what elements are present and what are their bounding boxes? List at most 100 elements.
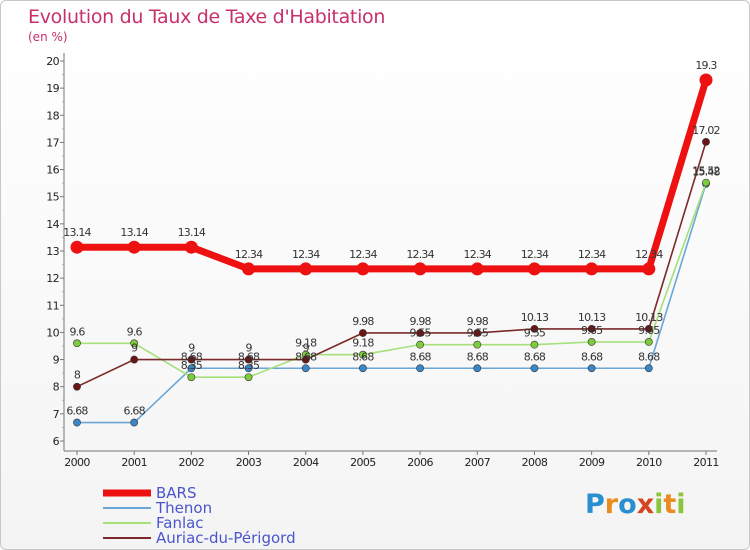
data-point [73,418,81,427]
y-tick-label: 20 [46,55,59,68]
data-label: 9.6 [127,325,143,338]
data-label: 8 [74,369,81,382]
data-label: 9.18 [295,337,317,350]
y-tick-label: 15 [46,191,59,204]
data-label: 9.65 [638,324,660,337]
data-label: 10.13 [635,311,663,324]
data-point [299,262,313,276]
logo-letter: P [585,489,605,520]
data-point [244,355,253,364]
y-tick-label: 9 [53,354,60,367]
data-label: 9.98 [352,315,374,328]
data-point [184,240,198,254]
data-point [470,262,484,276]
data-point [587,338,596,346]
logo-letter: i [654,489,664,520]
data-point [187,355,196,364]
logo-letter: r [604,489,619,520]
data-label: 9.6 [69,325,85,338]
y-tick-label: 7 [53,408,60,421]
data-point [187,364,196,373]
data-label: 15.48 [692,166,720,179]
data-label: 8.68 [352,350,374,363]
data-label: 8.68 [638,350,660,363]
data-label: 12.34 [521,248,549,261]
y-tick-label: 11 [46,299,59,312]
data-label: 9.55 [467,327,489,340]
x-tick-label: 2007 [464,456,490,469]
data-label: 9 [303,342,310,355]
data-label: 9.18 [352,337,374,350]
data-label: 9 [188,342,195,355]
data-point [244,364,253,373]
data-label: 8.35 [238,359,260,372]
data-label: 13.14 [120,226,148,239]
legend-item: Fanlac [103,514,204,532]
data-label: 12.34 [235,248,263,261]
legend-item: BARS [103,484,197,502]
data-label: 17.02 [692,124,720,137]
logo-letter: o [618,489,637,520]
data-point [702,137,710,146]
data-point [127,240,141,254]
data-point [644,364,653,373]
y-tick-label: 18 [46,109,59,122]
data-point [473,340,482,349]
data-label: 9.55 [524,327,546,340]
data-label: 13.14 [63,226,91,239]
x-tick-label: 2010 [636,456,662,469]
data-label: 12.34 [349,248,377,261]
data-label: 12.34 [578,248,606,261]
data-label: 12.34 [406,248,434,261]
data-point [244,373,253,382]
y-tick-label: 8 [53,381,60,394]
x-tick-label: 2001 [121,456,147,469]
data-point [530,340,539,349]
data-label: 8.68 [467,350,489,363]
data-label: 12.34 [464,248,492,261]
data-point [130,339,139,348]
y-tick-label: 19 [46,82,59,95]
data-label: 10.13 [578,311,606,324]
data-point [473,329,482,337]
data-point [413,262,427,276]
series-auriac-du-p-rigord [73,137,710,391]
data-point [301,364,310,373]
data-label: 9.98 [467,315,489,328]
y-tick-label: 6 [53,435,60,448]
x-tick-label: 2003 [236,456,262,469]
x-tick-label: 2006 [407,456,433,469]
data-point [587,324,596,333]
logo-letter: x [636,489,655,520]
series-fanlac [73,178,710,382]
data-label: 9 [131,342,138,355]
data-label: 9.55 [409,327,431,340]
data-label: 8.68 [181,350,203,363]
data-label: 12.34 [635,248,663,261]
data-point [587,364,596,373]
legend-label: Thenon [155,499,212,517]
data-label: 13.14 [178,226,206,239]
series-line [77,78,710,273]
data-point [644,324,653,333]
data-label: 6.68 [66,405,88,418]
data-label: 15.52 [692,165,720,178]
data-point [130,418,139,427]
data-label: 9.98 [409,315,431,328]
series-line [76,141,707,388]
legend-item: Auriac-du-Périgord [103,529,296,547]
data-label: 9 [245,342,252,355]
data-point [301,355,310,364]
data-point [187,373,196,382]
chart-subtitle: (en %) [28,30,68,44]
data-label: 8.68 [238,350,260,363]
x-tick-label: 2004 [293,456,319,469]
data-label: 6.68 [124,405,146,418]
x-tick-label: 2011 [693,456,719,469]
legend-label: Fanlac [156,514,204,532]
logo-letter: t [663,489,677,520]
data-point [644,338,653,346]
data-point [416,364,424,373]
data-point [699,73,713,87]
data-point [70,240,84,254]
